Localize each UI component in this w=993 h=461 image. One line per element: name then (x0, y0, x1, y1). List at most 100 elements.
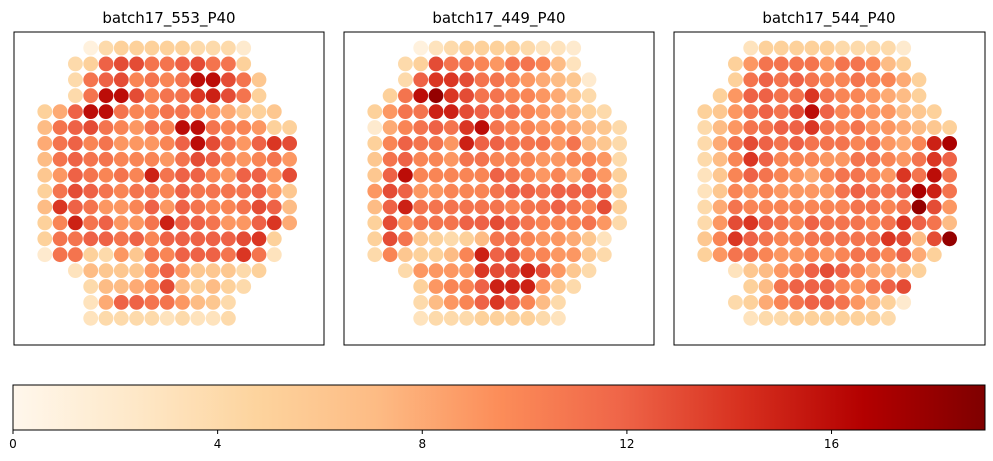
wafer-die (911, 263, 927, 278)
wafer-die (612, 199, 627, 215)
wafer-die (942, 167, 957, 183)
wafer-die (804, 199, 820, 215)
wafer-die (758, 231, 774, 247)
wafer-die (697, 104, 713, 119)
wafer-die (68, 167, 83, 183)
wafer-die (144, 263, 160, 278)
wafer-die (474, 310, 490, 326)
wafer-die (612, 167, 627, 183)
wafer-die (37, 231, 53, 247)
wafer-die (566, 56, 582, 72)
wafer-die (129, 263, 145, 278)
wafer-die (743, 167, 759, 183)
wafer-die (413, 263, 429, 278)
wafer-die (835, 279, 850, 294)
wafer-die (865, 120, 881, 135)
wafer-die (113, 215, 129, 231)
wafer-die (896, 215, 912, 231)
wafer-die (835, 183, 850, 199)
wafer-die (205, 263, 221, 278)
wafer-die (474, 56, 490, 72)
wafer-die (551, 136, 566, 151)
wafer-die (743, 263, 759, 278)
wafer-die (743, 215, 759, 231)
wafer-die (911, 247, 927, 263)
wafer-die (489, 279, 505, 294)
wafer-die (758, 40, 774, 56)
wafer-die (413, 151, 429, 167)
wafer-die (113, 167, 129, 183)
wafer-die (68, 136, 83, 151)
wafer-die (942, 215, 957, 231)
wafer-die (98, 215, 114, 231)
wafer-die (551, 104, 566, 119)
wafer-die (282, 183, 297, 199)
wafer-die (113, 136, 129, 151)
wafer-die (505, 279, 520, 294)
wafer-die (789, 104, 804, 119)
wafer-die (221, 167, 236, 183)
wafer-die (413, 215, 429, 231)
wafer-die (712, 120, 728, 135)
wafer-die (581, 136, 597, 151)
wafer-die (159, 263, 175, 278)
wafer-die (865, 104, 881, 119)
wafer-die (398, 183, 413, 199)
wafer-die (835, 120, 850, 135)
wafer-die (596, 136, 612, 151)
wafer-die (789, 40, 804, 56)
wafer-die (773, 151, 789, 167)
wafer-die (896, 56, 912, 72)
wafer-die (850, 279, 866, 294)
wafer-die (535, 40, 551, 56)
wafer-die (129, 199, 145, 215)
wafer-die (459, 151, 474, 167)
wafer-die (881, 151, 896, 167)
wafer-die (489, 263, 505, 278)
wafer-die (52, 231, 68, 247)
wafer-die (505, 310, 520, 326)
wafer-die (251, 167, 267, 183)
wafer-die (581, 231, 597, 247)
wafer-die (728, 215, 743, 231)
wafer-die (205, 295, 221, 310)
panel-1-wafer-dots (37, 40, 297, 326)
wafer-die (850, 295, 866, 310)
wafer-die (535, 310, 551, 326)
wafer-die (566, 279, 582, 294)
wafer-die (190, 167, 206, 183)
wafer-die (159, 231, 175, 247)
wafer-die (98, 231, 114, 247)
wafer-die (221, 263, 236, 278)
wafer-die (566, 247, 582, 263)
wafer-die (489, 247, 505, 263)
wafer-die (865, 263, 881, 278)
wafer-die (881, 56, 896, 72)
wafer-die (520, 183, 536, 199)
wafer-die (282, 151, 297, 167)
wafer-die (144, 231, 160, 247)
wafer-die (83, 167, 99, 183)
wafer-die (551, 199, 566, 215)
wafer-die (190, 72, 206, 88)
wafer-die (881, 310, 896, 326)
wafer-die (489, 72, 505, 88)
wafer-die (850, 183, 866, 199)
wafer-die (205, 56, 221, 72)
wafer-die (697, 247, 713, 263)
wafer-die (474, 279, 490, 294)
wafer-die (474, 247, 490, 263)
wafer-die (850, 88, 866, 104)
wafer-die (896, 279, 912, 294)
wafer-die (728, 88, 743, 104)
wafer-die (129, 151, 145, 167)
wafer-die (728, 120, 743, 135)
wafer-die (697, 151, 713, 167)
wafer-die (236, 215, 252, 231)
wafer-die (52, 183, 68, 199)
wafer-die (428, 231, 444, 247)
wafer-die (758, 199, 774, 215)
wafer-die (789, 247, 804, 263)
wafer-die (282, 120, 297, 135)
wafer-die (37, 151, 53, 167)
